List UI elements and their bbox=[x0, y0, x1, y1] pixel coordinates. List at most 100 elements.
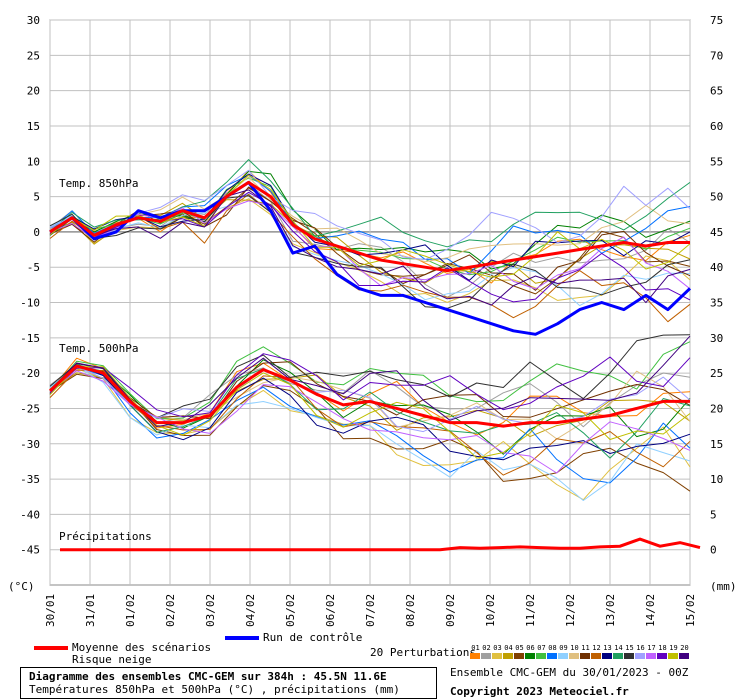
perturbation-swatch: 09 bbox=[558, 644, 569, 659]
perturbation-color bbox=[569, 653, 579, 659]
perturbation-number: 02 bbox=[482, 644, 491, 652]
copyright: Copyright 2023 Meteociel.fr bbox=[450, 685, 629, 698]
perturbation-swatch: 06 bbox=[525, 644, 536, 659]
perturbation-number: 17 bbox=[647, 644, 656, 652]
perturbation-color bbox=[470, 653, 480, 659]
perturbation-850-line bbox=[49, 189, 691, 306]
perturbation-number: 19 bbox=[669, 644, 678, 652]
control-legend: Run de contrôle bbox=[225, 631, 362, 644]
perturbation-swatch: 11 bbox=[580, 644, 591, 659]
perturbation-color bbox=[668, 653, 678, 659]
perturbations-legend-label: 20 Perturbations bbox=[370, 646, 476, 659]
perturbation-500-line bbox=[49, 373, 691, 492]
y-right-tick: 75 bbox=[710, 14, 723, 27]
perturbation-number: 01 bbox=[471, 644, 480, 652]
control-swatch bbox=[225, 636, 259, 640]
perturbation-850-line bbox=[49, 177, 691, 276]
perturbation-color bbox=[536, 653, 546, 659]
x-tick-label: 14/02 bbox=[644, 594, 657, 627]
x-tick-label: 09/02 bbox=[444, 594, 457, 627]
ensemble-run-label: Ensemble CMC-GEM du 30/01/2023 - 00Z bbox=[450, 666, 689, 679]
y-left-unit: (°C) bbox=[8, 580, 35, 593]
perturbation-swatch: 19 bbox=[668, 644, 679, 659]
x-tick-label: 03/02 bbox=[204, 594, 217, 627]
y-right-tick: 5 bbox=[710, 508, 717, 521]
perturbation-500-line bbox=[49, 365, 691, 433]
y-right-tick: 10 bbox=[710, 473, 723, 486]
perturbation-number: 03 bbox=[493, 644, 502, 652]
t850-label: Temp. 850hPa bbox=[59, 177, 138, 190]
y-left-tick: 15 bbox=[27, 120, 40, 133]
perturbation-number: 07 bbox=[537, 644, 546, 652]
perturbation-color bbox=[514, 653, 524, 659]
y-left-tick: 25 bbox=[27, 49, 40, 62]
perturbation-number: 06 bbox=[526, 644, 535, 652]
y-right-tick: 35 bbox=[710, 297, 723, 310]
perturbation-swatch: 20 bbox=[679, 644, 690, 659]
perturbation-number: 18 bbox=[658, 644, 667, 652]
perturbation-color bbox=[492, 653, 502, 659]
perturbation-color bbox=[624, 653, 634, 659]
x-tick-label: 06/02 bbox=[324, 594, 337, 627]
x-tick-label: 08/02 bbox=[404, 594, 417, 627]
perturbation-swatch: 13 bbox=[602, 644, 613, 659]
perturbation-color bbox=[602, 653, 612, 659]
perturbation-swatch: 10 bbox=[569, 644, 580, 659]
y-right-tick: 15 bbox=[710, 438, 723, 451]
snow-label: Risque neige bbox=[72, 653, 152, 666]
perturbation-color bbox=[679, 653, 689, 659]
x-tick-label: 31/01 bbox=[84, 594, 97, 627]
y-left-tick: -10 bbox=[20, 297, 40, 310]
perturbation-500-line bbox=[49, 365, 691, 440]
x-tick-label: 12/02 bbox=[564, 594, 577, 627]
perturbation-850-line bbox=[49, 183, 691, 298]
perturbation-swatch: 03 bbox=[492, 644, 503, 659]
x-tick-label: 11/02 bbox=[524, 594, 537, 627]
y-right-tick: 40 bbox=[710, 261, 723, 274]
perturbation-color bbox=[580, 653, 590, 659]
y-right-tick: 30 bbox=[710, 332, 723, 345]
y-left-tick: -25 bbox=[20, 402, 40, 415]
perturbation-color bbox=[646, 653, 656, 659]
perturbation-850-line bbox=[49, 195, 691, 309]
x-tick-label: 15/02 bbox=[684, 594, 697, 627]
mean-500-line bbox=[48, 364, 690, 428]
perturbation-number: 05 bbox=[515, 644, 524, 652]
perturbation-number: 15 bbox=[625, 644, 634, 652]
perturbation-color bbox=[503, 653, 513, 659]
x-tick-label: 04/02 bbox=[244, 594, 257, 627]
x-tick-label: 30/01 bbox=[44, 594, 57, 627]
y-left-tick: 5 bbox=[33, 191, 40, 204]
perturbation-swatch: 08 bbox=[547, 644, 558, 659]
perturbation-850-line bbox=[49, 159, 691, 248]
perturbation-swatch: 07 bbox=[536, 644, 547, 659]
y-left-tick: -30 bbox=[20, 438, 40, 451]
perturbation-500-line bbox=[49, 366, 691, 501]
y-left-tick: -5 bbox=[27, 261, 40, 274]
perturbation-swatch: 05 bbox=[514, 644, 525, 659]
perturbation-swatch: 17 bbox=[646, 644, 657, 659]
y-right-tick: 65 bbox=[710, 85, 723, 98]
perturbation-850-line bbox=[49, 169, 691, 260]
perturbation-number: 09 bbox=[559, 644, 568, 652]
y-right-unit: (mm) bbox=[710, 580, 737, 593]
y-left-tick: 10 bbox=[27, 155, 40, 168]
perturbation-number: 04 bbox=[504, 644, 513, 652]
y-left-tick: 20 bbox=[27, 85, 40, 98]
footer-title: Diagramme des ensembles CMC-GEM sur 384h… bbox=[29, 670, 387, 683]
perturbation-swatch: 14 bbox=[613, 644, 624, 659]
perturbation-color bbox=[558, 653, 568, 659]
y-left-tick: -20 bbox=[20, 367, 40, 380]
y-left-tick: -40 bbox=[20, 508, 40, 521]
y-right-tick: 45 bbox=[710, 226, 723, 239]
y-right-tick: 50 bbox=[710, 191, 723, 204]
perturbation-500-line bbox=[49, 353, 691, 418]
perturbation-swatch: 02 bbox=[481, 644, 492, 659]
mean-label: Moyenne des scénarios bbox=[72, 641, 212, 654]
perturbation-number: 11 bbox=[581, 644, 590, 652]
perturbation-color bbox=[613, 653, 623, 659]
perturbation-number: 20 bbox=[680, 644, 689, 652]
y-right-tick: 25 bbox=[710, 367, 723, 380]
x-tick-label: 07/02 bbox=[364, 594, 377, 627]
